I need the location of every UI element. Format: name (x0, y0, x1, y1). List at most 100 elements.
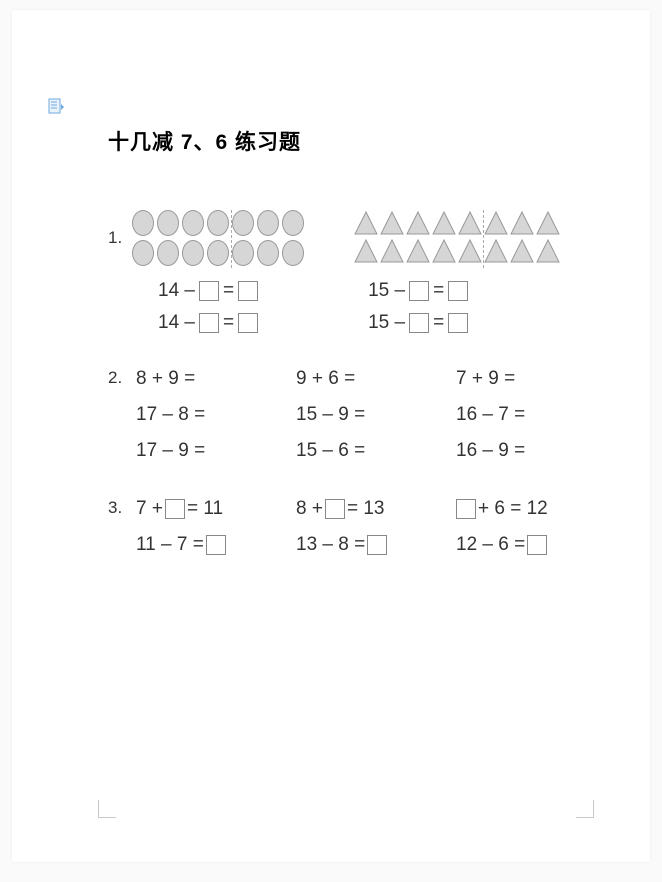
blank-box[interactable] (409, 281, 429, 301)
q1-eq-right-1: 15 – = (368, 280, 468, 302)
equation: 13 – 8 = (296, 534, 406, 556)
eq-text: + 6 = 12 (478, 498, 548, 520)
ovals-row (132, 240, 304, 266)
equation: 11 – 7 = (136, 534, 246, 556)
question-3: 3. 7 + = 11 11 – 7 = 8 + = 13 13 – 8 = + 6 = 1… (108, 498, 608, 556)
blank-box[interactable] (367, 535, 387, 555)
q2-column: 8 + 9 = 17 – 8 = 17 – 9 = (136, 368, 226, 462)
triangles-row (354, 238, 560, 262)
triangle-shape (432, 210, 456, 234)
q1-equations: 14 – = 14 – = 15 – = (158, 280, 608, 334)
q1-eq-left-1: 14 – = (158, 280, 258, 302)
ovals-group (132, 210, 304, 266)
blank-box[interactable] (165, 499, 185, 519)
q2-column: 9 + 6 =15 – 9 =15 – 6 = (296, 368, 386, 462)
oval-shape (257, 240, 279, 266)
q2-column: 7 + 9 =16 – 7 =16 – 9 = (456, 368, 546, 462)
equation: 8 + 9 = (136, 368, 226, 390)
oval-shape (257, 210, 279, 236)
oval-shape (232, 210, 254, 236)
oval-shape (132, 240, 154, 266)
equation: 15 – 6 = (296, 440, 386, 462)
blank-box[interactable] (527, 535, 547, 555)
eq-text: = (433, 312, 444, 334)
triangle-shape (406, 238, 430, 262)
worksheet-content: 1. 14 – = 14 – = (108, 210, 608, 556)
equation: + 6 = 12 (456, 498, 566, 520)
oval-shape (157, 240, 179, 266)
equation: 15 – 9 = (296, 404, 386, 426)
oval-shape (207, 240, 229, 266)
q3-column: + 6 = 12 12 – 6 = (456, 498, 566, 556)
blank-box[interactable] (199, 281, 219, 301)
eq-text: 12 – 6 = (456, 534, 525, 556)
triangle-shape (458, 238, 482, 262)
triangle-shape (536, 238, 560, 262)
q1-number: 1. (108, 228, 130, 248)
equation: 8 + = 13 (296, 498, 406, 520)
eq-text: = 13 (347, 498, 385, 520)
triangle-shape (380, 210, 404, 234)
triangle-shape (354, 210, 378, 234)
blank-box[interactable] (456, 499, 476, 519)
blank-box[interactable] (238, 313, 258, 333)
eq-text: 13 – 8 = (296, 534, 365, 556)
triangle-shape (432, 238, 456, 262)
triangle-shape (406, 210, 430, 234)
blank-box[interactable] (238, 281, 258, 301)
eq-text: 11 – 7 = (136, 534, 204, 556)
triangle-shape (510, 238, 534, 262)
blank-box[interactable] (199, 313, 219, 333)
equation: 12 – 6 = (456, 534, 566, 556)
triangle-shape (354, 238, 378, 262)
q1-eq-right-2: 15 – = (368, 312, 468, 334)
oval-shape (232, 240, 254, 266)
dashed-separator (483, 210, 484, 268)
equation: 7 + 9 = (456, 368, 546, 390)
triangle-shape (484, 210, 508, 234)
oval-shape (207, 210, 229, 236)
equation: 7 + = 11 (136, 498, 246, 520)
eq-text: 8 + (296, 498, 323, 520)
equation: 17 – 9 = (136, 440, 226, 462)
eq-text: 15 – (368, 280, 405, 302)
page-corner-br (576, 800, 594, 818)
triangles-group (354, 210, 560, 266)
oval-shape (182, 210, 204, 236)
triangles-row (354, 210, 560, 234)
eq-text: 7 + (136, 498, 163, 520)
equation: 16 – 9 = (456, 440, 546, 462)
blank-box[interactable] (325, 499, 345, 519)
eq-text: = (223, 280, 234, 302)
blank-box[interactable] (448, 313, 468, 333)
blank-box[interactable] (409, 313, 429, 333)
eq-text: = (223, 312, 234, 334)
document-icon (48, 98, 64, 116)
oval-shape (282, 210, 304, 236)
triangle-shape (458, 210, 482, 234)
q3-number: 3. (108, 498, 136, 556)
blank-box[interactable] (448, 281, 468, 301)
q1-eq-left-2: 14 – = (158, 312, 258, 334)
question-2: 2. 8 + 9 =17 – 8 =17 – 9 =9 + 6 =15 – 9 … (108, 368, 608, 462)
blank-box[interactable] (206, 535, 226, 555)
eq-text: = (433, 280, 444, 302)
dashed-separator (231, 210, 232, 268)
eq-text: 15 – (368, 312, 405, 334)
triangle-shape (484, 238, 508, 262)
triangle-shape (380, 238, 404, 262)
q3-column: 7 + = 11 11 – 7 = (136, 498, 246, 556)
eq-text: 14 – (158, 312, 195, 334)
worksheet-title: 十几减 7、6 练习题 (108, 126, 301, 156)
triangle-shape (510, 210, 534, 234)
eq-text: 14 – (158, 280, 195, 302)
q2-number: 2. (108, 368, 136, 462)
equation: 17 – 8 = (136, 404, 226, 426)
question-1: 1. (108, 210, 608, 266)
oval-shape (132, 210, 154, 236)
ovals-row (132, 210, 304, 236)
oval-shape (157, 210, 179, 236)
oval-shape (282, 240, 304, 266)
eq-text: = 11 (187, 498, 223, 520)
oval-shape (182, 240, 204, 266)
